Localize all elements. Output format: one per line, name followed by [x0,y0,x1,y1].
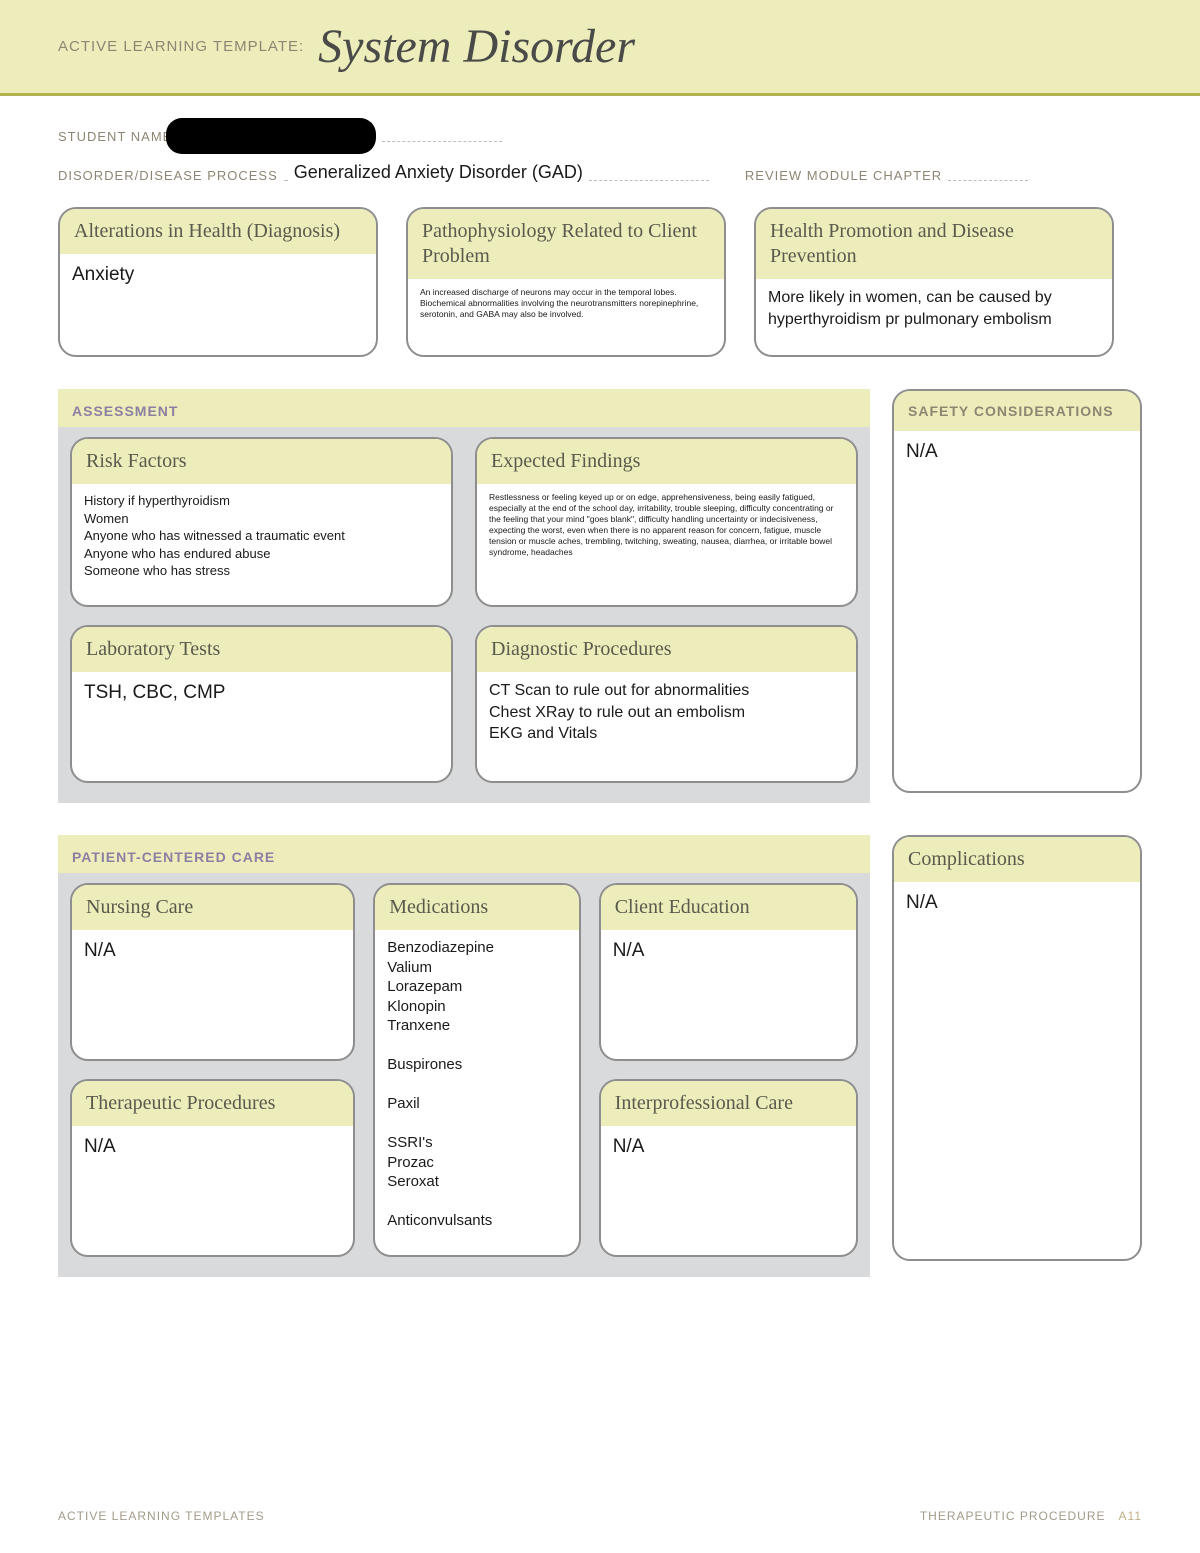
card-title: Diagnostic Procedures [477,627,856,672]
complications-body: N/A [894,882,1140,926]
card-title: Nursing Care [72,885,353,930]
card-title: Medications [375,885,578,930]
card-title: Health Promotion and Disease Prevention [756,209,1112,279]
assessment-heading: ASSESSMENT [58,389,870,427]
page-number: A11 [1119,1509,1142,1523]
card-body: TSH, CBC, CMP [72,672,451,716]
card-title: Interprofessional Care [601,1081,856,1126]
underline [382,141,502,142]
card-client-education: Client Education N/A [599,883,858,1061]
complications-card: Complications N/A [892,835,1142,1261]
assessment-row1: Risk Factors History if hyperthyroidism … [70,437,858,607]
card-alterations: Alterations in Health (Diagnosis) Anxiet… [58,207,378,357]
card-body: N/A [601,1126,856,1170]
card-risk-factors: Risk Factors History if hyperthyroidism … [70,437,453,607]
card-body: More likely in women, can be caused by h… [756,279,1112,340]
complications-title: Complications [894,837,1140,882]
pcc-panel: PATIENT-CENTERED CARE Nursing Care N/A T… [58,835,870,1277]
page: ACTIVE LEARNING TEMPLATE: System Disorde… [0,0,1200,1553]
card-body: Restlessness or feeling keyed up or on e… [477,484,856,568]
card-expected-findings: Expected Findings Restlessness or feelin… [475,437,858,607]
pcc-heading: PATIENT-CENTERED CARE [58,835,870,873]
card-title: Laboratory Tests [72,627,451,672]
pcc-col-right: Client Education N/A Interprofessional C… [599,883,858,1257]
card-body: N/A [72,930,353,974]
pcc-col-mid: Medications Benzodiazepine Valium Loraze… [373,883,580,1257]
footer-left: ACTIVE LEARNING TEMPLATES [58,1509,265,1523]
banner-prefix: ACTIVE LEARNING TEMPLATE: [58,38,304,55]
footer: ACTIVE LEARNING TEMPLATES THERAPEUTIC PR… [58,1509,1142,1523]
student-name-label: STUDENT NAME [58,129,172,144]
meta-block: STUDENT NAME DISORDER/DISEASE PROCESS Ge… [58,118,1142,183]
footer-right: THERAPEUTIC PROCEDURE A11 [920,1509,1142,1523]
card-body: N/A [601,930,856,974]
pcc-col-left: Nursing Care N/A Therapeutic Procedures … [70,883,355,1257]
top-cards-row: Alterations in Health (Diagnosis) Anxiet… [58,207,1142,357]
card-interprofessional-care: Interprofessional Care N/A [599,1079,858,1257]
underline [284,180,288,181]
disorder-label: DISORDER/DISEASE PROCESS [58,168,278,183]
card-body: History if hyperthyroidism Women Anyone … [72,484,451,590]
banner-title: System Disorder [318,19,635,74]
card-body: N/A [72,1126,353,1170]
review-chapter-label: REVIEW MODULE CHAPTER [745,168,942,183]
card-title: Client Education [601,885,856,930]
card-body: Anxiety [60,254,376,298]
section-pcc-complications: PATIENT-CENTERED CARE Nursing Care N/A T… [58,835,1142,1277]
meta-row-disorder: DISORDER/DISEASE PROCESS Generalized Anx… [58,162,1142,183]
underline [589,180,709,181]
section-assessment-safety: ASSESSMENT Risk Factors History if hyper… [58,389,1142,803]
meta-row-student: STUDENT NAME [58,118,1142,144]
redacted-name [166,118,376,154]
card-title: Therapeutic Procedures [72,1081,353,1126]
assessment-row2: Laboratory Tests TSH, CBC, CMP Diagnosti… [70,625,858,783]
safety-card: SAFETY CONSIDERATIONS N/A [892,389,1142,793]
safety-title: SAFETY CONSIDERATIONS [894,391,1140,431]
card-title: Expected Findings [477,439,856,484]
card-nursing-care: Nursing Care N/A [70,883,355,1061]
banner: ACTIVE LEARNING TEMPLATE: System Disorde… [0,0,1200,96]
card-lab-tests: Laboratory Tests TSH, CBC, CMP [70,625,453,783]
card-body: An increased discharge of neurons may oc… [408,279,724,330]
card-health-promotion: Health Promotion and Disease Prevention … [754,207,1114,357]
card-body: Benzodiazepine Valium Lorazepam Klonopin… [375,930,578,1241]
card-title: Pathophysiology Related to Client Proble… [408,209,724,279]
card-medications: Medications Benzodiazepine Valium Loraze… [373,883,580,1257]
assessment-panel: ASSESSMENT Risk Factors History if hyper… [58,389,870,803]
card-title: Alterations in Health (Diagnosis) [60,209,376,254]
card-therapeutic-procedures: Therapeutic Procedures N/A [70,1079,355,1257]
safety-body: N/A [894,431,1140,475]
card-diagnostic-procedures: Diagnostic Procedures CT Scan to rule ou… [475,625,858,783]
card-title: Risk Factors [72,439,451,484]
pcc-columns: Nursing Care N/A Therapeutic Procedures … [70,883,858,1257]
card-body: CT Scan to rule out for abnormalities Ch… [477,672,856,755]
disorder-value: Generalized Anxiety Disorder (GAD) [294,162,583,183]
card-pathophysiology: Pathophysiology Related to Client Proble… [406,207,726,357]
underline [948,180,1028,181]
